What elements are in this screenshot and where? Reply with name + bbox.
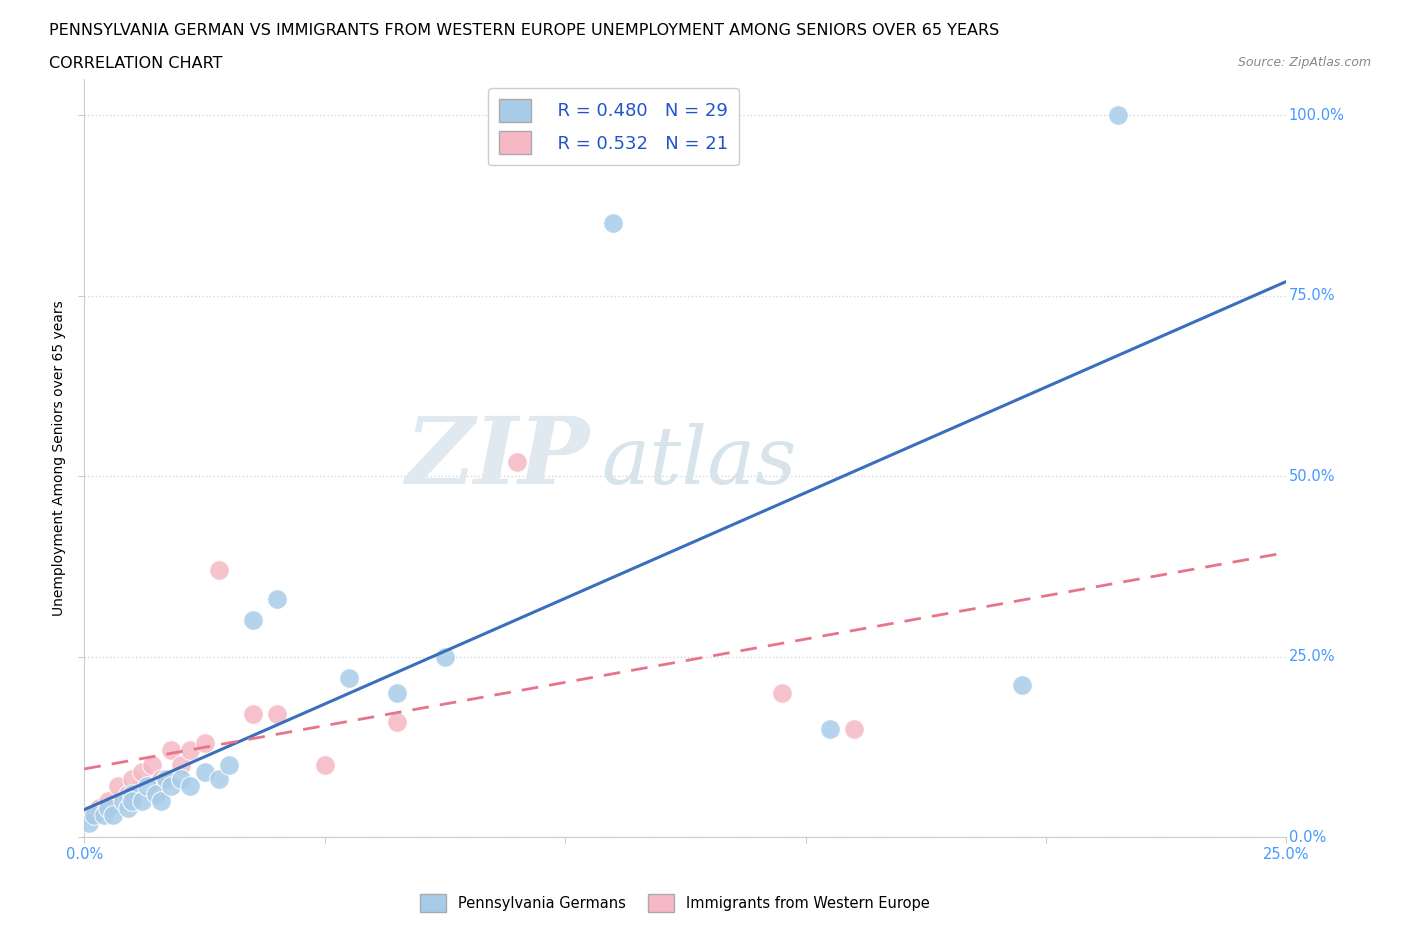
Point: [93, 808, 115, 823]
Point: [434, 649, 457, 664]
Point: [242, 613, 264, 628]
Text: PENNSYLVANIA GERMAN VS IMMIGRANTS FROM WESTERN EUROPE UNEMPLOYMENT AMONG SENIORS: PENNSYLVANIA GERMAN VS IMMIGRANTS FROM W…: [49, 23, 1000, 38]
Point: [208, 563, 231, 578]
Point: [117, 801, 139, 816]
Point: [179, 743, 201, 758]
Point: [770, 685, 793, 700]
Point: [145, 786, 167, 801]
Point: [242, 707, 264, 722]
Point: [218, 757, 240, 772]
Point: [818, 722, 841, 737]
Point: [121, 772, 143, 787]
Point: [266, 591, 288, 606]
Text: ZIP: ZIP: [405, 413, 589, 503]
Point: [160, 743, 183, 758]
Point: [266, 707, 288, 722]
Text: CORRELATION CHART: CORRELATION CHART: [49, 56, 222, 71]
Point: [135, 779, 157, 794]
Point: [842, 722, 865, 737]
Text: 100.0%: 100.0%: [1289, 108, 1344, 123]
Point: [506, 454, 529, 469]
Point: [121, 786, 143, 801]
Point: [103, 808, 125, 823]
Point: [385, 685, 408, 700]
Point: [169, 772, 191, 787]
Point: [1107, 108, 1129, 123]
Point: [602, 216, 624, 231]
Point: [111, 793, 134, 808]
Text: atlas: atlas: [602, 423, 797, 500]
Point: [385, 714, 408, 729]
Text: 25.0%: 25.0%: [1289, 649, 1336, 664]
Point: [77, 815, 100, 830]
Point: [131, 764, 153, 779]
Point: [314, 757, 336, 772]
Text: 50.0%: 50.0%: [1289, 469, 1336, 484]
Legend: Pennsylvania Germans, Immigrants from Western Europe: Pennsylvania Germans, Immigrants from We…: [415, 888, 935, 918]
Y-axis label: Unemployment Among Seniors over 65 years: Unemployment Among Seniors over 65 years: [52, 300, 66, 616]
Point: [208, 772, 231, 787]
Point: [97, 801, 120, 816]
Text: 75.0%: 75.0%: [1289, 288, 1336, 303]
Point: [1011, 678, 1033, 693]
Point: [107, 779, 129, 794]
Legend:   R = 0.480   N = 29,   R = 0.532   N = 21: R = 0.480 N = 29, R = 0.532 N = 21: [488, 88, 738, 166]
Point: [169, 757, 191, 772]
Point: [150, 772, 173, 787]
Point: [97, 793, 120, 808]
Point: [150, 793, 173, 808]
Point: [131, 793, 153, 808]
Text: Source: ZipAtlas.com: Source: ZipAtlas.com: [1237, 56, 1371, 69]
Text: 0.0%: 0.0%: [1289, 830, 1326, 844]
Point: [141, 757, 163, 772]
Point: [87, 801, 110, 816]
Point: [194, 736, 217, 751]
Point: [160, 779, 183, 794]
Point: [155, 772, 177, 787]
Point: [117, 786, 139, 801]
Point: [179, 779, 201, 794]
Point: [121, 793, 143, 808]
Point: [337, 671, 360, 685]
Point: [77, 808, 100, 823]
Point: [83, 808, 105, 823]
Point: [194, 764, 217, 779]
